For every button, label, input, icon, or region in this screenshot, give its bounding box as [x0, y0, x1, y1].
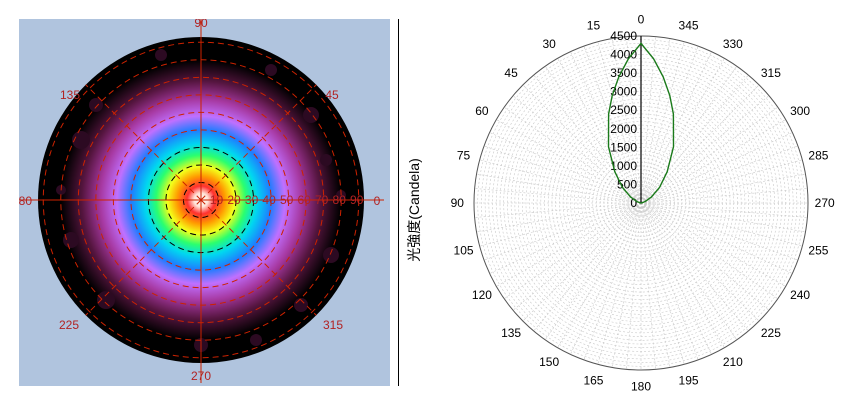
- polar-radial-tick-label: 0: [630, 196, 637, 210]
- polar-radial-tick-label: 500: [617, 177, 637, 191]
- polar-grid-ring: [521, 83, 761, 323]
- map-angle-label: 0: [374, 194, 381, 208]
- polar-grid-spoke: [489, 202, 642, 274]
- polar-radial-tick-label: 2000: [610, 122, 637, 136]
- map-angle-label: 180: [19, 194, 32, 208]
- polar-angle-tick-label: 60: [475, 104, 489, 118]
- map-edge-speckle: [250, 334, 262, 346]
- polar-chart-svg: 0500100015002000250030003500400045000153…: [451, 12, 835, 394]
- polar-grid-spoke: [483, 202, 642, 261]
- map-angle-label: 90: [194, 19, 208, 30]
- polar-grid-ring: [533, 95, 749, 311]
- polar-grid-spoke: [583, 202, 642, 361]
- ylabel-container: 光強度(Candela): [404, 100, 424, 320]
- map-edge-speckle: [97, 291, 115, 309]
- polar-radial-tick-label: 2500: [610, 103, 637, 117]
- polar-angle-tick-label: 150: [539, 355, 559, 369]
- polar-grid-spoke: [626, 202, 642, 370]
- polar-angle-tick-label: 75: [457, 148, 471, 162]
- polar-angle-tick-label: 0: [638, 12, 645, 26]
- polar-grid-spoke: [640, 202, 808, 218]
- polar-radial-tick-label: 1000: [610, 159, 637, 173]
- polar-radial-tick-label: 3000: [610, 85, 637, 99]
- polar-grid-spoke: [640, 159, 803, 204]
- polar-grid-ring: [581, 143, 701, 263]
- map-edge-speckle: [265, 64, 277, 76]
- map-spoke: [85, 199, 202, 316]
- polar-angle-tick-label: 270: [815, 196, 835, 210]
- map-spoke: [200, 84, 317, 201]
- map-edge-speckle: [72, 131, 90, 149]
- polar-grid-ring: [514, 76, 768, 330]
- polar-angle-tick-label: 345: [679, 19, 699, 33]
- map-radial-label: 90: [350, 193, 364, 207]
- polar-angle-tick-label: 120: [472, 288, 492, 302]
- map-edge-speckle: [303, 107, 319, 123]
- map-edge-speckle: [89, 98, 103, 112]
- polar-radial-tick-label: 3500: [610, 66, 637, 80]
- polar-angle-tick-label: 225: [761, 326, 781, 340]
- intensity-map-svg: 90135451800225315270102030405060708090: [19, 19, 384, 383]
- map-radial-label: 20: [227, 193, 241, 207]
- polar-angle-tick-label: 240: [790, 288, 810, 302]
- map-edge-speckle: [63, 232, 79, 248]
- polar-angle-tick-label: 105: [454, 244, 474, 258]
- map-angle-label: 315: [323, 318, 343, 332]
- polar-grid-ring: [570, 132, 712, 274]
- polar-angle-tick-label: 90: [451, 196, 465, 210]
- map-angle-label: 270: [191, 369, 211, 383]
- polar-grid-spoke: [597, 202, 642, 365]
- polar-grid-ring: [484, 46, 798, 360]
- polar-angle-tick-label: 180: [631, 380, 651, 394]
- map-radial-label: 60: [297, 193, 311, 207]
- polar-angle-tick-label: 135: [501, 326, 521, 340]
- polar-grid-ring: [633, 195, 649, 211]
- polar-radial-tick-label: 4000: [610, 48, 637, 62]
- polar-grid-spoke: [504, 202, 642, 300]
- intensity-axis-label: 光強度(Candela): [406, 158, 422, 262]
- polar-angle-tick-label: 255: [808, 244, 828, 258]
- map-edge-speckle: [323, 247, 339, 263]
- polar-angle-tick-label: 45: [504, 66, 518, 80]
- polar-grid-spoke: [512, 202, 642, 311]
- polar-grid-spoke: [640, 74, 749, 204]
- map-spoke: [85, 84, 202, 201]
- polar-angle-tick-label: 285: [808, 148, 828, 162]
- polar-grid-spoke: [640, 202, 712, 355]
- polar-angle-tick-label: 210: [723, 355, 743, 369]
- polar-angle-tick-label: 330: [723, 37, 743, 51]
- map-radial-label: 40: [262, 193, 276, 207]
- map-radial-label: 10: [210, 193, 224, 207]
- polar-angle-tick-label: 165: [583, 373, 603, 387]
- polar-grid-ring: [481, 43, 801, 363]
- map-radial-label: 80: [333, 193, 347, 207]
- map-spoke: [200, 199, 317, 316]
- polar-angle-tick-label: 195: [679, 373, 699, 387]
- polar-angle-tick-label: 15: [587, 19, 601, 33]
- polar-grid-ring: [573, 135, 709, 271]
- polar-angle-tick-label: 300: [790, 104, 810, 118]
- polar-grid-spoke: [640, 188, 808, 204]
- polar-radial-tick-label: 4500: [610, 29, 637, 43]
- map-radial-label: 70: [315, 193, 329, 207]
- map-angle-label: 225: [59, 318, 79, 332]
- map-edge-speckle: [320, 154, 332, 166]
- map-angle-label: 45: [325, 88, 339, 102]
- polar-grid-ring: [622, 184, 660, 222]
- map-radial-label: 30: [245, 193, 259, 207]
- polar-angle-tick-label: 30: [542, 37, 556, 51]
- intensity-distribution-map: 90135451800225315270102030405060708090: [19, 19, 390, 386]
- panel-divider: [398, 19, 399, 386]
- polar-grid-spoke: [640, 202, 803, 247]
- polar-intensity-chart: 0 500 1000 1500 2000 2500 3000 3500 4000 4500 0 15 3…: [430, 0, 847, 405]
- map-radial-label: 50: [280, 193, 294, 207]
- map-edge-speckle: [155, 49, 167, 61]
- polar-series-line: [607, 42, 675, 204]
- polar-grid-spoke: [640, 202, 770, 311]
- polar-angle-tick-label: 315: [761, 66, 781, 80]
- map-angle-label: 135: [60, 88, 80, 102]
- polar-radial-tick-label: 1500: [610, 140, 637, 154]
